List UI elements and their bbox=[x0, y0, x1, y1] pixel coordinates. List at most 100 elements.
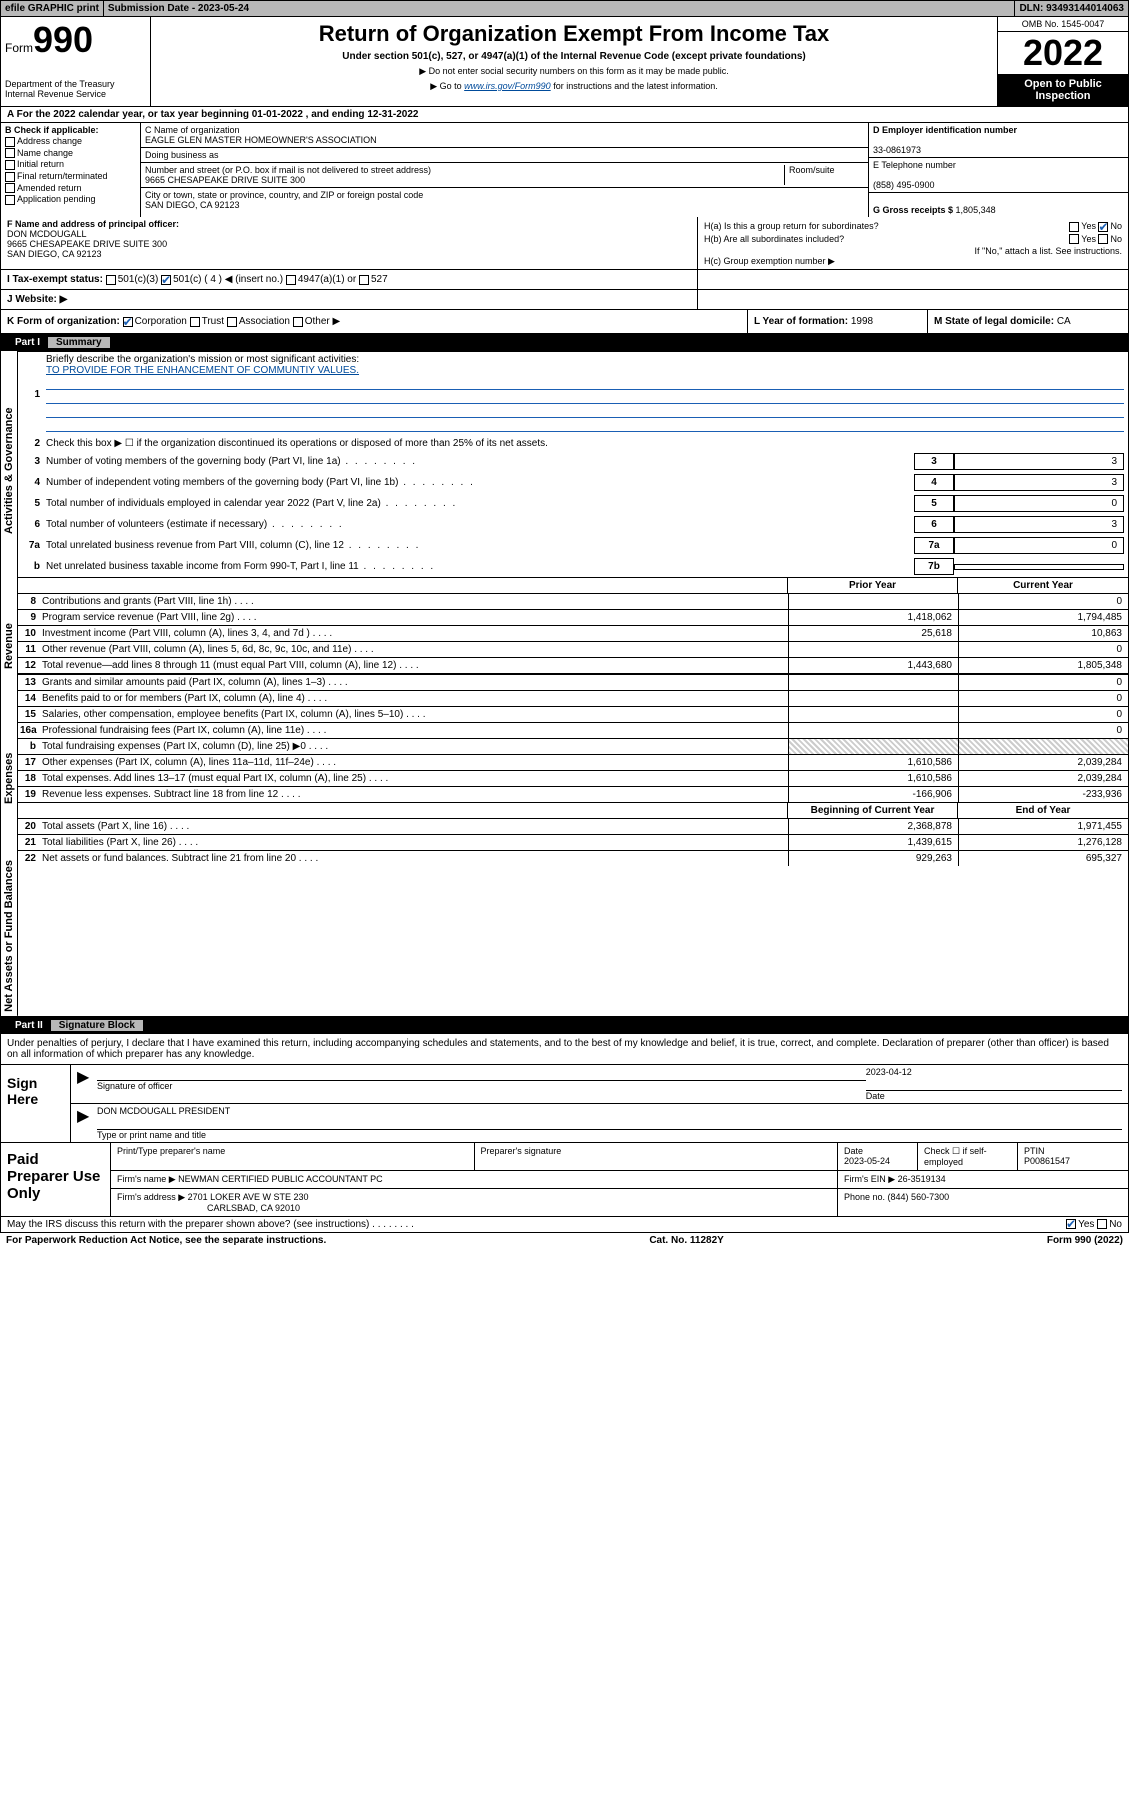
checkbox-name-change[interactable] bbox=[5, 148, 15, 158]
ha-yes[interactable] bbox=[1069, 222, 1079, 232]
checkbox-final-return[interactable] bbox=[5, 172, 15, 182]
line-12-current: 1,805,348 bbox=[958, 658, 1128, 673]
omb-number: OMB No. 1545-0047 bbox=[998, 17, 1128, 32]
discuss-no[interactable] bbox=[1097, 1219, 1107, 1229]
line-19-prior: -166,906 bbox=[788, 787, 958, 802]
vert-label-3: Net Assets or Fund Balances bbox=[1, 856, 18, 1016]
part-1-header: Part ISummary bbox=[0, 334, 1129, 351]
chk-corp[interactable] bbox=[123, 317, 133, 327]
line-14-prior bbox=[788, 691, 958, 706]
section-a-tax-year: A For the 2022 calendar year, or tax yea… bbox=[0, 107, 1129, 123]
prep-name-hdr: Print/Type preparer's name bbox=[111, 1143, 475, 1170]
line-3-label: Number of voting members of the governin… bbox=[46, 456, 914, 467]
firm-city: CARLSBAD, CA 92010 bbox=[207, 1203, 300, 1213]
checkbox-address-change[interactable] bbox=[5, 137, 15, 147]
line-7a-box: 7a bbox=[914, 537, 954, 554]
ein-value: 33-0861973 bbox=[873, 145, 921, 155]
hb-note: If "No," attach a list. See instructions… bbox=[704, 246, 1122, 256]
signature-declaration: Under penalties of perjury, I declare th… bbox=[0, 1034, 1129, 1065]
line-b-box: 7b bbox=[914, 558, 954, 575]
summary-table: Activities & GovernanceRevenueExpensesNe… bbox=[0, 351, 1129, 1017]
self-employed-check[interactable]: Check ☐ if self-employed bbox=[918, 1143, 1018, 1170]
hb-no[interactable] bbox=[1098, 234, 1108, 244]
line-5-label: Total number of individuals employed in … bbox=[46, 498, 914, 509]
top-bar: efile GRAPHIC print Submission Date - 20… bbox=[0, 0, 1129, 17]
line-20-prior: 2,368,878 bbox=[788, 819, 958, 834]
discuss-yes[interactable] bbox=[1066, 1219, 1076, 1229]
line-5-box: 5 bbox=[914, 495, 954, 512]
vert-label-1: Revenue bbox=[1, 591, 18, 701]
firm-phone: (844) 560-7300 bbox=[888, 1192, 950, 1202]
ha-no[interactable] bbox=[1098, 222, 1108, 232]
chk-4947[interactable] bbox=[286, 275, 296, 285]
officer-label: F Name and address of principal officer: bbox=[7, 219, 179, 229]
prep-sig-hdr: Preparer's signature bbox=[475, 1143, 839, 1170]
line-22-prior: 929,263 bbox=[788, 851, 958, 866]
form-ref: Form 990 (2022) bbox=[1047, 1235, 1123, 1246]
city-label: City or town, state or province, country… bbox=[145, 190, 423, 200]
chk-other[interactable] bbox=[293, 317, 303, 327]
chk-trust[interactable] bbox=[190, 317, 200, 327]
line-8-label: Contributions and grants (Part VIII, lin… bbox=[42, 594, 788, 609]
line-19-label: Revenue less expenses. Subtract line 18 … bbox=[42, 787, 788, 802]
checkbox-amended[interactable] bbox=[5, 183, 15, 193]
hb-yes[interactable] bbox=[1069, 234, 1079, 244]
org-name: EAGLE GLEN MASTER HOMEOWNER'S ASSOCIATIO… bbox=[145, 135, 377, 145]
checkbox-initial-return[interactable] bbox=[5, 160, 15, 170]
col-b-checkboxes: B Check if applicable: Address change Na… bbox=[1, 123, 141, 217]
line-4-value: 3 bbox=[954, 474, 1124, 491]
firm-addr: 2701 LOKER AVE W STE 230 bbox=[188, 1192, 309, 1202]
line-11-current: 0 bbox=[958, 642, 1128, 657]
line-9-prior: 1,418,062 bbox=[788, 610, 958, 625]
line-17-prior: 1,610,586 bbox=[788, 755, 958, 770]
chk-assoc[interactable] bbox=[227, 317, 237, 327]
dln: DLN: 93493144014063 bbox=[1015, 1, 1128, 16]
col-d-ein: D Employer identification number 33-08619… bbox=[868, 123, 1128, 217]
chk-527[interactable] bbox=[359, 275, 369, 285]
line-7a-value: 0 bbox=[954, 537, 1124, 554]
line-13-prior bbox=[788, 675, 958, 690]
ein-label: D Employer identification number bbox=[873, 125, 1017, 135]
chk-501c3[interactable] bbox=[106, 275, 116, 285]
line-22-current: 695,327 bbox=[958, 851, 1128, 866]
row-f-h: F Name and address of principal officer:… bbox=[0, 217, 1129, 270]
summary-group-2: 13Grants and similar amounts paid (Part … bbox=[18, 673, 1128, 802]
line-19-current: -233,936 bbox=[958, 787, 1128, 802]
line-17-label: Other expenses (Part IX, column (A), lin… bbox=[42, 755, 788, 770]
gross-receipts-label: G Gross receipts $ bbox=[873, 205, 956, 215]
efile-label[interactable]: efile GRAPHIC print bbox=[1, 1, 104, 16]
tax-year: 2022 bbox=[998, 32, 1128, 74]
officer-typed-name: DON MCDOUGALL PRESIDENT bbox=[97, 1106, 1122, 1116]
dept-treasury: Department of the Treasury Internal Reve… bbox=[5, 79, 146, 99]
form-subtitle: Under section 501(c), 527, or 4947(a)(1)… bbox=[155, 51, 993, 62]
gross-receipts-value: 1,805,348 bbox=[956, 205, 996, 215]
checkbox-app-pending[interactable] bbox=[5, 195, 15, 205]
addr-label: Number and street (or P.O. box if mail i… bbox=[145, 165, 431, 175]
line-6-label: Total number of volunteers (estimate if … bbox=[46, 519, 914, 530]
line-12-label: Total revenue—add lines 8 through 11 (mu… bbox=[42, 658, 788, 673]
paid-preparer-label: Paid Preparer Use Only bbox=[1, 1143, 111, 1216]
officer-addr1: 9665 CHESAPEAKE DRIVE SUITE 300 bbox=[7, 239, 167, 249]
org-city: SAN DIEGO, CA 92123 bbox=[145, 200, 240, 210]
col-hdr-current: End of Year bbox=[958, 803, 1128, 818]
line-8-current: 0 bbox=[958, 594, 1128, 609]
chk-501c[interactable] bbox=[161, 275, 171, 285]
line-13-current: 0 bbox=[958, 675, 1128, 690]
col-c-org-info: C Name of organizationEAGLE GLEN MASTER … bbox=[141, 123, 868, 217]
col-hdr-current: Current Year bbox=[958, 578, 1128, 593]
line-5-value: 0 bbox=[954, 495, 1124, 512]
firm-name: NEWMAN CERTIFIED PUBLIC ACCOUNTANT PC bbox=[178, 1174, 383, 1184]
ptin-val: P00861547 bbox=[1024, 1156, 1070, 1166]
ha-label: H(a) Is this a group return for subordin… bbox=[704, 221, 879, 232]
hc-label: H(c) Group exemption number ▶ bbox=[704, 256, 1122, 267]
form-title: Return of Organization Exempt From Incom… bbox=[155, 21, 993, 47]
line-4-label: Number of independent voting members of … bbox=[46, 477, 914, 488]
col-hdr-prior: Beginning of Current Year bbox=[788, 803, 958, 818]
line-9-label: Program service revenue (Part VIII, line… bbox=[42, 610, 788, 625]
line-18-current: 2,039,284 bbox=[958, 771, 1128, 786]
line-17-current: 2,039,284 bbox=[958, 755, 1128, 770]
line-3-value: 3 bbox=[954, 453, 1124, 470]
irs-link[interactable]: www.irs.gov/Form990 bbox=[464, 81, 551, 91]
line-18-prior: 1,610,586 bbox=[788, 771, 958, 786]
line-10-prior: 25,618 bbox=[788, 626, 958, 641]
